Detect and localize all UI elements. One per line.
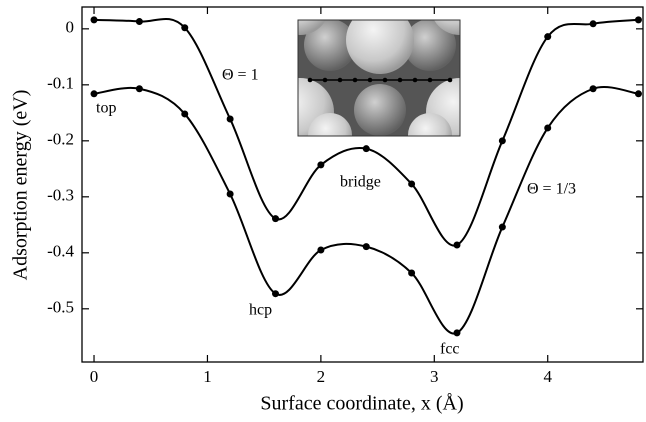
inset-frame	[297, 19, 461, 137]
data-point	[498, 223, 506, 231]
data-point	[408, 180, 416, 188]
data-point	[135, 18, 143, 26]
data-point	[226, 115, 234, 123]
y-axis-label: Adsorption energy (eV)	[10, 90, 32, 281]
data-point	[90, 90, 98, 98]
y-tick-label: -0.3	[47, 186, 74, 205]
y-tick-label: -0.2	[47, 130, 74, 149]
x-tick-label: 0	[90, 367, 99, 386]
x-tick-label: 1	[203, 367, 212, 386]
data-point	[272, 290, 280, 298]
data-point	[90, 16, 98, 24]
data-point	[634, 16, 642, 24]
series-label: Θ = 1	[222, 67, 259, 84]
site-label: fcc	[440, 341, 460, 358]
data-point	[226, 190, 234, 198]
data-point	[362, 243, 370, 251]
data-point	[135, 85, 143, 93]
data-point	[498, 137, 506, 145]
y-tick-label: 0	[66, 18, 75, 37]
x-tick-label: 4	[543, 367, 552, 386]
y-tick-label: -0.4	[47, 242, 74, 261]
x-tick-label: 3	[430, 367, 439, 386]
x-tick-label: 2	[317, 367, 326, 386]
data-point	[317, 246, 325, 254]
data-point	[362, 145, 370, 153]
data-point	[634, 90, 642, 98]
y-tick-label: -0.1	[47, 74, 74, 93]
plot-frame	[81, 6, 644, 363]
data-point	[544, 33, 552, 41]
data-point	[453, 241, 461, 249]
series-label: Θ = 1/3	[527, 181, 576, 198]
site-label: bridge	[340, 174, 381, 191]
data-point	[272, 215, 280, 223]
site-label: hcp	[249, 302, 272, 319]
data-point	[544, 124, 552, 132]
y-tick-label: -0.5	[47, 298, 74, 317]
data-point	[181, 24, 189, 32]
data-point	[453, 329, 461, 337]
inset-image	[298, 20, 460, 136]
data-point	[181, 110, 189, 118]
data-point	[408, 269, 416, 277]
data-point	[589, 85, 597, 93]
data-point	[317, 161, 325, 169]
data-point	[589, 20, 597, 28]
site-label: top	[96, 100, 116, 117]
x-axis-label: Surface coordinate, x (Å)	[260, 393, 463, 415]
